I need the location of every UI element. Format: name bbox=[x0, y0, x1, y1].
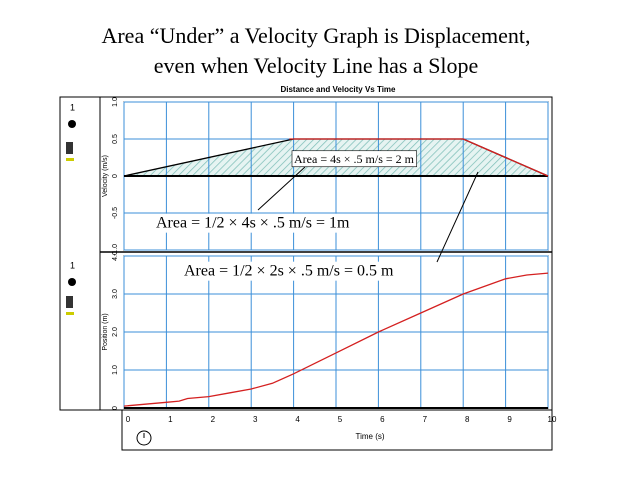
data-line bbox=[289, 138, 549, 177]
icon bbox=[68, 278, 76, 286]
icon bbox=[68, 120, 76, 128]
y-tick-label: 1.0 bbox=[112, 365, 119, 375]
y-tick-label: 1.0 bbox=[112, 97, 119, 107]
x-tick-label: 6 bbox=[380, 415, 385, 424]
stopwatch-icon bbox=[136, 430, 152, 446]
y-tick-label: 4.0 bbox=[112, 251, 119, 261]
x-tick-label: 10 bbox=[548, 415, 557, 424]
annotation: Area = 1/2 × 4s × .5 m/s = 1m bbox=[156, 215, 350, 232]
y-tick-label: 0.5 bbox=[112, 134, 119, 144]
annotation: Area = 4s × .5 m/s = 2 m bbox=[294, 152, 415, 166]
icon bbox=[66, 296, 73, 308]
icon bbox=[66, 312, 74, 315]
y-tick-label: 0 bbox=[112, 174, 119, 178]
annotation-box bbox=[154, 213, 352, 233]
icon bbox=[66, 158, 74, 161]
y-tick-label: -0.5 bbox=[112, 207, 119, 219]
window-title: Distance and Velocity Vs Time bbox=[280, 85, 396, 94]
y-axis-label: Velocity (m/s) bbox=[102, 155, 109, 197]
annotation-box bbox=[182, 261, 396, 281]
x-tick-label: 0 bbox=[126, 415, 131, 424]
annotation-box bbox=[291, 150, 417, 168]
data-line bbox=[123, 272, 549, 407]
slide-title: even when Velocity Line has a Slope bbox=[154, 53, 479, 78]
y-tick-label: 3.0 bbox=[112, 289, 119, 299]
panel-label: 1 bbox=[70, 102, 75, 112]
panel-label: 1 bbox=[70, 260, 75, 270]
x-tick-label: 9 bbox=[507, 415, 512, 424]
x-tick-label: 1 bbox=[168, 415, 173, 424]
x-tick-label: 4 bbox=[295, 415, 300, 424]
x-tick-label: 8 bbox=[465, 415, 470, 424]
slide-title: Area “Under” a Velocity Graph is Displac… bbox=[101, 23, 530, 48]
icon bbox=[66, 142, 73, 154]
x-tick-label: 3 bbox=[253, 415, 258, 424]
y-tick-label: 2.0 bbox=[112, 327, 119, 337]
annotation: Area = 1/2 × 2s × .5 m/s = 0.5 m bbox=[184, 263, 394, 280]
pointer-line bbox=[436, 171, 479, 263]
toolbar bbox=[121, 409, 553, 451]
pointer-line bbox=[257, 166, 306, 211]
y-tick-label: 0 bbox=[112, 406, 119, 410]
x-axis-label: Time (s) bbox=[355, 432, 384, 441]
x-tick-label: 5 bbox=[338, 415, 343, 424]
x-tick-label: 7 bbox=[423, 415, 428, 424]
x-tick-label: 2 bbox=[211, 415, 216, 424]
y-tick-label: -1.0 bbox=[112, 244, 119, 256]
y-axis-label: Position (m) bbox=[102, 313, 109, 350]
